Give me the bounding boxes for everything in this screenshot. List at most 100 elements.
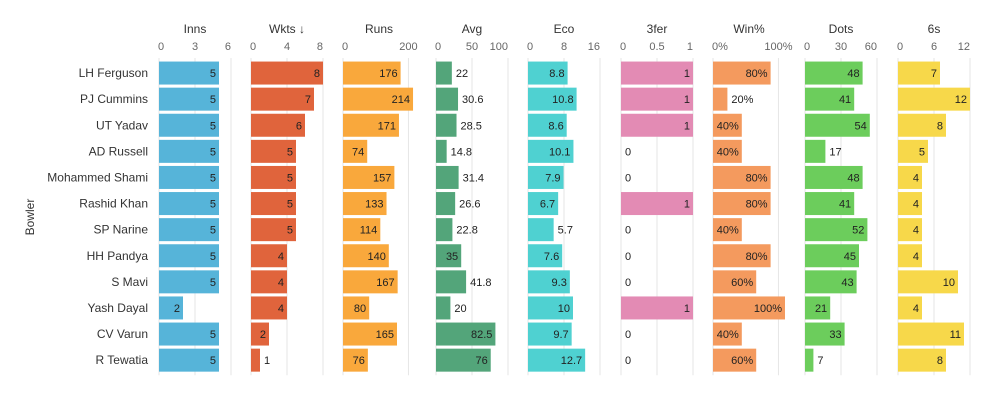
bar: [528, 270, 570, 294]
data-label: 4: [278, 277, 284, 289]
bowler-label: R Tewatia: [96, 353, 149, 367]
tick-label: 3: [192, 41, 198, 53]
bar: [898, 87, 970, 111]
data-label: 80: [354, 303, 366, 315]
data-label: 5: [210, 199, 216, 211]
bar: [436, 139, 447, 163]
data-label: 12.7: [561, 355, 582, 367]
data-label: 10: [943, 277, 955, 289]
data-label: 5: [210, 146, 216, 158]
bar: [898, 348, 946, 372]
bar: [621, 113, 693, 137]
bar: [713, 218, 742, 242]
bar: [436, 87, 459, 111]
data-label: 140: [367, 251, 385, 263]
data-label: 4: [913, 225, 919, 237]
data-label: 33: [829, 329, 841, 341]
tick-label: 0: [435, 41, 441, 53]
bar: [528, 192, 559, 216]
bar: [621, 296, 693, 320]
panel-title: Runs: [365, 22, 393, 36]
bar: [898, 139, 928, 163]
bar: [528, 87, 577, 111]
stat-panel: Dots 0 30 60 48 41 54 17 48 41 52 45 43 21 33 7: [804, 22, 878, 376]
bar: [528, 61, 568, 85]
data-label: 9.7: [553, 329, 568, 341]
data-label: 5: [210, 277, 216, 289]
bar: [713, 61, 771, 85]
bar: [713, 322, 742, 346]
bowler-label: SP Narine: [94, 223, 149, 237]
data-label: 176: [379, 68, 397, 80]
data-label: 20: [454, 303, 466, 315]
bar: [713, 270, 757, 294]
data-label: 80%: [746, 199, 768, 211]
bar: [528, 218, 554, 242]
bar: [159, 192, 219, 216]
tick-label: 0: [804, 41, 810, 53]
bar: [528, 244, 563, 268]
data-label: 82.5: [471, 329, 492, 341]
data-label: 60%: [731, 355, 753, 367]
bar: [159, 139, 219, 163]
data-label: 171: [378, 120, 396, 132]
data-label: 1: [684, 303, 690, 315]
tick-label: 30: [835, 41, 847, 53]
data-label: 45: [844, 251, 856, 263]
data-label: 40%: [717, 225, 739, 237]
bowler-label: HH Pandya: [87, 249, 149, 263]
bar: [251, 244, 287, 268]
bar: [805, 61, 863, 85]
bar: [621, 87, 693, 111]
tick-label: 4: [284, 41, 290, 53]
data-label: 8.6: [548, 120, 563, 132]
stat-panel: Eco 0 8 16 8.8 10.8 8.6 10.1 7.9 6.7 5.7 7.6 9.3 10 9.…: [527, 22, 601, 376]
stat-panel: Runs 0 200 176 214 171 74 157 133 114 140 167 80 165 7…: [342, 22, 418, 376]
data-label: 0: [625, 146, 631, 158]
bar: [528, 322, 572, 346]
bowler-label: S Mavi: [111, 275, 148, 289]
data-label: 0: [625, 251, 631, 263]
data-label: 1: [684, 94, 690, 106]
bowler-labels: LH Ferguson PJ Cummins UT Yadav AD Russell M…: [47, 66, 148, 367]
bar: [436, 113, 457, 137]
stat-panel: Wkts ↓ 0 4 8 8 7 6 5 5 5 5 4 4 4 2 1: [250, 22, 324, 376]
data-label: 5: [210, 172, 216, 184]
tick-label: 0.5: [649, 41, 664, 53]
bar: [343, 165, 395, 189]
data-label: 14.8: [451, 146, 472, 158]
bar: [805, 139, 826, 163]
data-label: 5.7: [558, 225, 573, 237]
data-label: 9.3: [552, 277, 567, 289]
bowler-label: Yash Dayal: [88, 301, 148, 315]
bar: [436, 165, 459, 189]
panel-title: 6s: [928, 22, 941, 36]
bar: [898, 113, 946, 137]
bar: [251, 165, 296, 189]
data-label: 0: [625, 277, 631, 289]
bowler-label: Mohammed Shami: [47, 170, 148, 184]
bar: [159, 296, 183, 320]
data-label: 35: [446, 251, 458, 263]
data-label: 6.7: [540, 199, 555, 211]
data-label: 11: [950, 329, 961, 341]
bowler-label: AD Russell: [89, 144, 148, 158]
bar: [436, 348, 491, 372]
data-label: 60%: [731, 277, 753, 289]
bar: [436, 244, 462, 268]
data-label: 7.9: [545, 172, 560, 184]
stat-panel: Inns 0 3 6 5 5 5 5 5 5 5 5 5 2 5 5: [158, 22, 232, 376]
stat-panel: Win% 0% 100% 80% 20% 40% 40% 80% 80% 40% 80% 60% 100…: [712, 22, 793, 376]
bar: [343, 296, 370, 320]
bar: [805, 296, 831, 320]
bar: [528, 296, 573, 320]
tick-label: 0%: [712, 41, 728, 53]
data-label: 17: [829, 146, 841, 158]
bowler-label: UT Yadav: [96, 118, 148, 132]
data-label: 5: [287, 172, 293, 184]
bar: [805, 218, 868, 242]
data-label: 1: [684, 199, 690, 211]
data-label: 4: [913, 172, 919, 184]
bar: [898, 218, 922, 242]
